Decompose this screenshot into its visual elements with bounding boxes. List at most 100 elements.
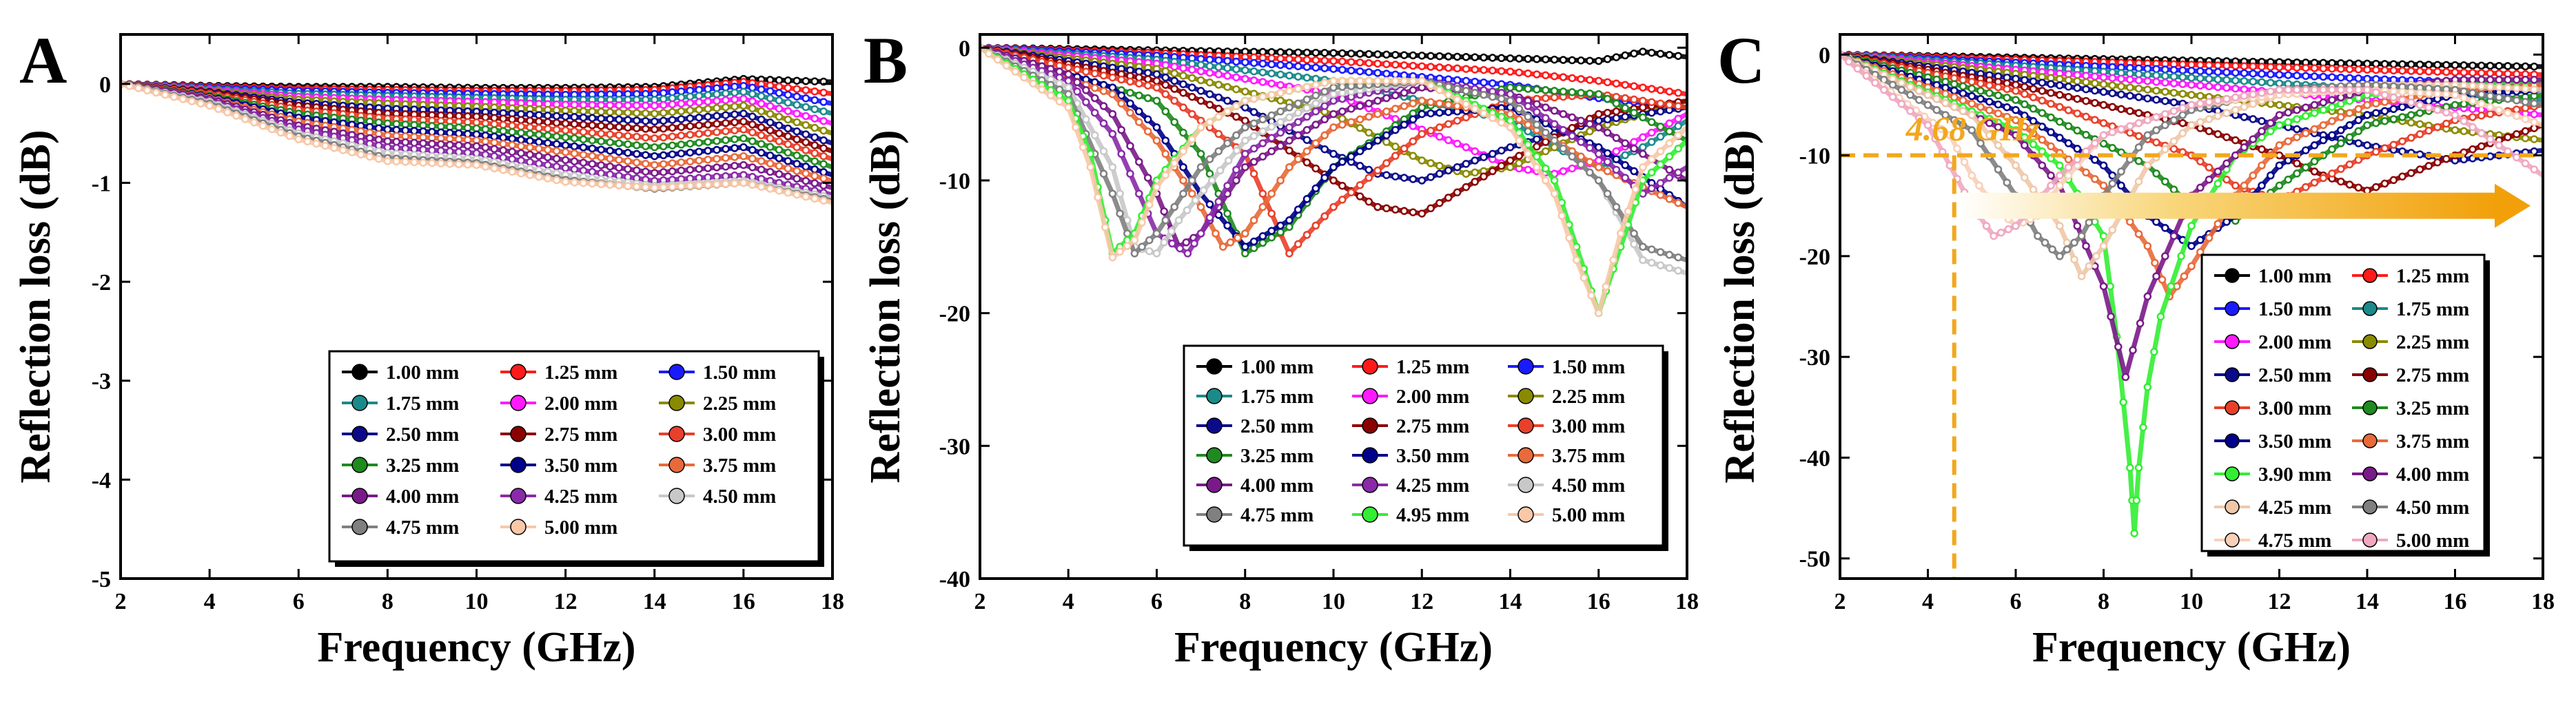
- data-point: [2119, 398, 2127, 406]
- data-point: [1462, 113, 1471, 122]
- data-point: [2178, 111, 2187, 119]
- legend-label: 4.25 mm: [1396, 475, 1469, 497]
- data-point: [642, 142, 650, 151]
- data-point: [2310, 157, 2319, 166]
- data-point: [2275, 101, 2284, 110]
- data-point: [2214, 96, 2222, 105]
- legend-swatch-marker: [351, 457, 368, 473]
- data-point: [1364, 50, 1373, 59]
- data-point: [2275, 85, 2284, 94]
- data-point: [2407, 98, 2415, 107]
- data-point: [784, 98, 793, 107]
- data-point: [1480, 172, 1488, 180]
- data-point: [775, 89, 784, 97]
- legend-swatch-marker: [1517, 447, 1534, 464]
- data-point: [1135, 107, 1143, 116]
- data-point: [1126, 77, 1134, 86]
- data-point: [2178, 80, 2187, 88]
- data-point: [597, 101, 606, 110]
- data-point: [1320, 212, 1329, 220]
- data-point: [1055, 97, 1064, 106]
- data-point: [2205, 74, 2214, 83]
- data-point: [2267, 118, 2275, 127]
- data-point: [1418, 176, 1427, 185]
- data-point: [695, 156, 704, 165]
- data-point: [1418, 62, 1427, 70]
- data-point: [2231, 61, 2240, 70]
- data-point: [1311, 56, 1320, 65]
- data-point: [552, 112, 561, 121]
- data-point: [1232, 102, 1240, 110]
- data-point: [2134, 229, 2143, 238]
- data-point: [1471, 147, 1479, 156]
- data-point: [1462, 53, 1471, 61]
- data-point: [1994, 110, 2003, 118]
- data-point: [748, 90, 757, 98]
- data-point: [1196, 229, 1205, 238]
- data-point: [347, 148, 356, 156]
- data-point: [1435, 169, 1444, 178]
- data-point: [1126, 142, 1134, 150]
- data-point: [1906, 107, 1914, 115]
- data-point: [526, 110, 534, 119]
- data-point: [1603, 158, 1612, 166]
- data-point: [2091, 175, 2099, 183]
- data-point: [2099, 242, 2108, 250]
- data-point: [695, 105, 704, 114]
- data-point: [659, 101, 668, 110]
- data-point: [1329, 110, 1338, 118]
- data-point: [579, 113, 588, 122]
- data-point: [606, 163, 614, 171]
- data-point: [490, 114, 499, 122]
- data-point: [1603, 94, 1612, 103]
- data-point: [1276, 228, 1285, 236]
- data-point: [143, 86, 152, 95]
- data-point: [1099, 87, 1108, 95]
- data-point: [1603, 189, 1612, 198]
- data-point: [2258, 78, 2266, 87]
- data-point: [472, 160, 481, 169]
- data-point: [356, 150, 365, 159]
- data-point: [2354, 65, 2363, 74]
- data-point: [1347, 118, 1356, 126]
- data-point: [2003, 112, 2012, 121]
- data-point: [2117, 82, 2125, 91]
- data-point: [810, 179, 819, 187]
- data-point: [1489, 167, 1497, 176]
- data-point: [704, 112, 712, 121]
- legend-swatch-marker: [2362, 433, 2378, 448]
- data-point: [579, 135, 588, 144]
- data-point: [2302, 85, 2310, 94]
- data-point: [766, 185, 775, 193]
- data-point: [241, 115, 249, 123]
- data-point: [704, 121, 712, 129]
- legend-swatch-marker: [351, 364, 368, 380]
- data-point: [1871, 79, 1879, 87]
- data-point: [1542, 114, 1550, 123]
- data-point: [535, 124, 543, 132]
- data-point: [1161, 216, 1170, 225]
- data-point: [642, 159, 650, 168]
- data-point: [1630, 108, 1638, 117]
- data-point: [1656, 123, 1665, 131]
- data-point: [2196, 157, 2205, 166]
- data-point: [810, 77, 819, 85]
- data-point: [615, 156, 623, 164]
- data-point: [1639, 96, 1647, 105]
- data-point: [392, 157, 401, 166]
- data-point: [2064, 139, 2073, 147]
- data-point: [2275, 121, 2284, 129]
- data-point: [659, 133, 668, 142]
- data-point: [1647, 155, 1656, 163]
- data-point: [2495, 76, 2504, 84]
- series-group: [121, 74, 832, 205]
- data-point: [2099, 131, 2108, 140]
- data-point: [1550, 72, 1559, 81]
- data-point: [677, 182, 686, 191]
- data-point: [597, 107, 606, 116]
- data-point: [1196, 61, 1205, 70]
- y-tick-label: 0: [99, 72, 111, 98]
- data-point: [2337, 139, 2345, 147]
- data-point: [1994, 141, 2003, 149]
- data-point: [1471, 77, 1479, 86]
